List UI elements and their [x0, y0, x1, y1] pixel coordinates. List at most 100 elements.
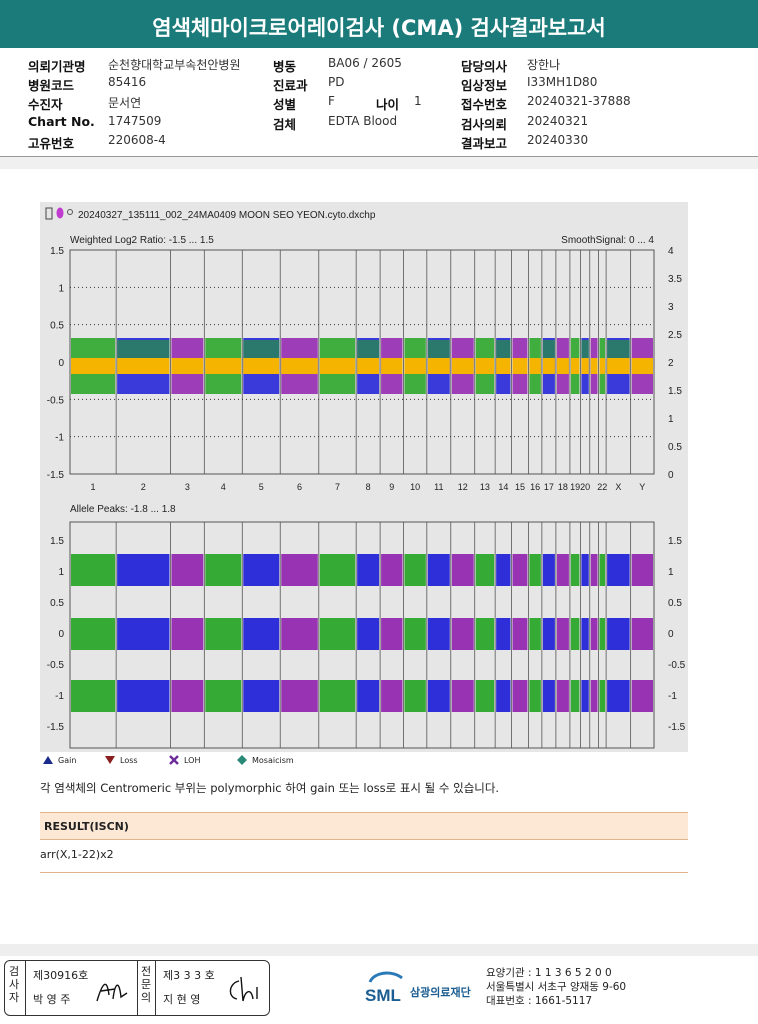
cma-plot-panel: 20240327_135111_002_24MA0409 MOON SEO YE…: [40, 202, 688, 752]
allele-peak-band: [590, 618, 598, 650]
y-tick-label-right: 0: [668, 629, 674, 640]
smooth-signal: [590, 358, 598, 374]
legend-item-mosaicism: Mosaicism: [236, 755, 294, 765]
allele-peak-band: [581, 680, 589, 712]
y-tick-label: 1: [58, 283, 64, 294]
centromeric-note: 각 염색체의 Centromeric 부위는 polymorphic 하여 ga…: [40, 781, 500, 795]
allele-peak-band: [529, 680, 541, 712]
top-plot-right-title: SmoothSignal: 0 ... 4: [561, 235, 654, 246]
allele-peak-band: [243, 554, 280, 586]
chromosome-label: Y: [639, 482, 645, 492]
info-value: 85416: [108, 75, 147, 89]
legend-item-loh: LOH: [168, 755, 200, 765]
allele-peak-band: [512, 554, 528, 586]
info-label: 임상정보: [461, 78, 508, 93]
smooth-signal: [599, 358, 606, 374]
y-tick-label-right: -1.5: [668, 722, 686, 733]
info-value: F: [328, 94, 335, 108]
allele-peak-band: [357, 680, 380, 712]
legend-item-gain: Gain: [42, 755, 76, 765]
allele-peak-band: [570, 680, 580, 712]
allele-peak-band: [512, 680, 528, 712]
allele-peak-band: [71, 680, 116, 712]
institution-phone: 대표번호 : 1661-5117: [486, 995, 593, 1007]
smooth-signal: [512, 358, 528, 374]
file-icon: [45, 207, 53, 220]
chromosome-label: 7: [335, 482, 340, 492]
chromosome-segment-upper: [607, 340, 630, 358]
institution-code: 요양기관 : 1 1 3 6 5 2 0 0: [486, 967, 612, 979]
smooth-signal: [205, 358, 242, 374]
report-title: 염색체마이크로어레이검사 (CMA) 검사결과보고서: [152, 16, 606, 40]
top-plot-title: Weighted Log2 Ratio: -1.5 ... 1.5: [70, 235, 214, 246]
allele-peak-band: [451, 680, 474, 712]
institution-address: 요양기관 : 1 1 3 6 5 2 0 0 서울특별시 서초구 양재동 9-6…: [486, 966, 626, 1008]
signature-role-vertical: 전문의: [140, 965, 152, 1004]
allele-peak-band: [590, 680, 598, 712]
chromosome-label: 6: [297, 482, 302, 492]
info-label: 담당의사: [461, 59, 508, 74]
y-tick-label-right: 3: [668, 302, 674, 313]
smooth-signal: [243, 358, 280, 374]
info-value: 20240330: [527, 133, 589, 147]
info-value: BA06 / 2605: [328, 56, 402, 70]
chromosome-label: 1: [91, 482, 96, 492]
info-label: 고유번호: [28, 136, 75, 151]
sml-logo-text: SML: [365, 986, 401, 1005]
allele-peak-band: [542, 680, 555, 712]
info-value: I33MH1D80: [527, 75, 598, 89]
smooth-signal: [404, 358, 426, 374]
allele-peak-band: [607, 554, 630, 586]
institution-name: 삼광의료재단: [410, 986, 471, 999]
info-value: 220608-4: [108, 133, 166, 147]
allele-peak-band: [171, 680, 204, 712]
info-label: 의뢰기관명: [28, 59, 86, 74]
y-tick-label: -1: [55, 433, 64, 444]
allele-peak-band: [529, 554, 541, 586]
smooth-signal: [427, 358, 450, 374]
smooth-signal: [381, 358, 403, 374]
y-tick-label-right: -1: [668, 691, 677, 702]
info-label: 병동: [273, 59, 297, 74]
allele-peak-band: [205, 554, 242, 586]
chromosome-label: 20: [580, 482, 590, 492]
info-value: 20240321: [527, 114, 589, 128]
chromosome-label: 22: [597, 482, 607, 492]
info-value: EDTA Blood: [328, 114, 398, 128]
allele-peak-band: [475, 554, 495, 586]
y-tick-label-right: 0.5: [668, 442, 682, 453]
footer-band: [0, 944, 758, 956]
smooth-signal: [607, 358, 630, 374]
smooth-signal: [631, 358, 653, 374]
info-label: 검사의뢰: [461, 117, 508, 132]
info-label: 검체: [273, 117, 297, 132]
loss-icon: [105, 756, 115, 764]
chromosome-label: 17: [544, 482, 554, 492]
female-icon: [56, 207, 64, 219]
allele-peak-band: [117, 554, 170, 586]
chromosome-segment-upper: [357, 340, 380, 358]
y-tick-label: 0: [58, 629, 64, 640]
info-label: 나이: [376, 97, 400, 112]
header-divider: [0, 156, 758, 157]
license-number: 제30916호: [33, 969, 89, 982]
info-label: 성별: [273, 97, 297, 112]
info-label: 병원코드: [28, 78, 75, 93]
chromosome-label: 18: [558, 482, 568, 492]
allele-peak-band: [529, 618, 541, 650]
y-tick-label-right: -0.5: [668, 660, 686, 671]
allele-peak-band: [381, 680, 403, 712]
y-tick-label-right: 4: [668, 246, 674, 257]
smooth-signal: [542, 358, 555, 374]
chromosome-segment-upper: [117, 340, 170, 358]
y-tick-label-right: 2.5: [668, 330, 682, 341]
smooth-signal: [117, 358, 170, 374]
license-number: 제3 3 3 호: [163, 969, 215, 982]
allele-peak-band: [427, 680, 450, 712]
allele-peak-band: [607, 618, 630, 650]
allele-peak-band: [319, 554, 356, 586]
allele-peak-band: [381, 618, 403, 650]
allele-peak-band: [319, 680, 356, 712]
allele-peak-band: [631, 680, 653, 712]
allele-peak-band: [205, 680, 242, 712]
